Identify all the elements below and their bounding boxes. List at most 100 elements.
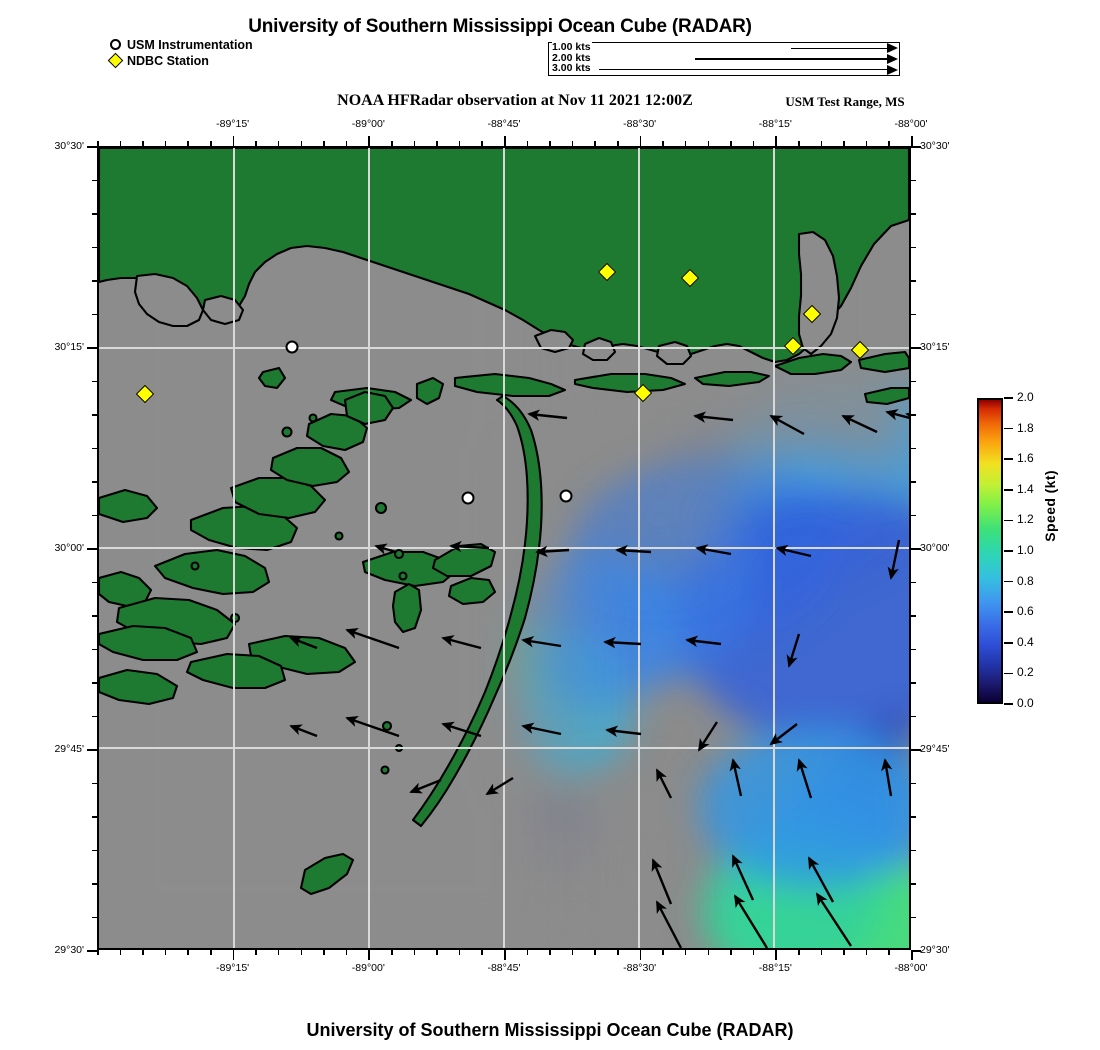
colorbar-tick (1004, 642, 1013, 644)
axis-tick-major (911, 146, 921, 148)
axis-tick-minor (210, 141, 212, 146)
left-axis-ticks (87, 146, 97, 952)
axis-tick-label: -89°15' (216, 962, 250, 974)
axis-tick-label: 30°15' (920, 341, 950, 353)
axis-tick-minor (594, 950, 597, 955)
dauphin-island (773, 352, 853, 376)
axis-tick-minor (92, 313, 97, 316)
axis-tick-minor (911, 380, 916, 383)
islet-1 (281, 426, 293, 438)
axis-tick-minor (323, 950, 325, 955)
axis-tick-label: 29°30' (920, 944, 950, 956)
axis-tick-minor (92, 246, 97, 249)
axis-tick-minor (97, 950, 99, 955)
axis-tick-minor (820, 950, 823, 955)
axis-tick-minor (662, 950, 664, 955)
axis-tick-minor (323, 141, 325, 146)
axis-tick-major (911, 347, 921, 349)
round-island (257, 366, 287, 390)
axis-tick-minor (662, 141, 664, 146)
axis-tick-label: 30°00' (54, 542, 84, 554)
top-axis-ticks (97, 136, 913, 146)
colorbar-tick-label: 0.2 (1017, 665, 1034, 680)
axis-tick-minor (911, 213, 916, 215)
colorbar-tick (1004, 489, 1013, 491)
colorbar-tick (1004, 580, 1013, 583)
axis-tick-major (775, 950, 778, 960)
axis-tick-minor (549, 950, 551, 955)
velocity-scale-line-3 (599, 68, 887, 71)
delta-lobe-7 (305, 412, 369, 452)
axis-tick-minor (255, 950, 257, 955)
axis-tick-minor (911, 447, 916, 450)
axis-tick-minor (820, 141, 823, 146)
axis-tick-minor (187, 950, 190, 955)
colorbar-tick-label: 2.0 (1017, 390, 1034, 404)
axis-tick-minor (164, 141, 167, 146)
axis-tick-label: -88°15' (758, 118, 792, 130)
graticule-layer (99, 148, 909, 948)
axis-tick-minor (92, 414, 97, 416)
colorbar-tick-label: 1.8 (1017, 420, 1034, 435)
axis-tick-minor (865, 950, 868, 955)
dauphin-island-e (857, 350, 909, 374)
axis-tick-minor (730, 141, 732, 146)
axis-tick-minor (119, 141, 122, 146)
ship-island-w (415, 376, 445, 406)
axis-tick-minor (277, 141, 280, 146)
axis-tick-minor (571, 950, 574, 955)
axis-tick-minor (843, 950, 845, 955)
axis-tick-minor (210, 950, 212, 955)
axis-tick-major (87, 548, 97, 550)
axis-tick-label: 29°45' (920, 743, 950, 755)
axis-tick-major (911, 749, 921, 751)
usm-instrumentation-marker[interactable] (559, 489, 573, 503)
islet-3 (374, 501, 388, 515)
delta-lobe-12 (99, 624, 199, 662)
velocity-scale-row-1: 1.00 kts (549, 42, 899, 54)
axis-tick-minor (345, 141, 348, 146)
axis-tick-minor (571, 141, 574, 146)
axis-tick-minor (843, 141, 845, 146)
colorbar-tick (1004, 672, 1013, 675)
axis-tick-minor (911, 648, 916, 651)
axis-tick-major (911, 950, 913, 960)
axis-tick-minor (92, 447, 97, 450)
circle-marker-icon (108, 38, 127, 53)
delta-lobe-6 (269, 446, 351, 488)
usm-instrumentation-marker[interactable] (285, 340, 299, 354)
usm-instrumentation-marker[interactable] (461, 491, 475, 505)
islet-9 (381, 720, 393, 732)
axis-tick-minor (300, 141, 303, 146)
axis-tick-minor (92, 816, 97, 818)
axis-tick-minor (911, 715, 916, 718)
colorbar-tick-label: 0.0 (1017, 696, 1034, 710)
axis-tick-minor (797, 950, 800, 955)
axis-tick-minor (911, 883, 916, 885)
axis-tick-label: 29°30' (54, 944, 84, 956)
radar-map[interactable] (97, 146, 911, 950)
velocity-scale-line-1 (791, 47, 887, 49)
map-canvas (99, 148, 909, 948)
breton-islet (391, 582, 423, 634)
velocity-scale-label-2: 2.00 kts (552, 51, 592, 64)
delta-lobe-13 (99, 668, 179, 706)
colorbar-tick-label: 1.2 (1017, 512, 1034, 527)
islet-7 (190, 561, 200, 571)
axis-tick-label: -89°15' (216, 118, 250, 130)
axis-tick-minor (436, 950, 438, 955)
colorbar-tick-label: 0.8 (1017, 573, 1034, 588)
speed-colorbar[interactable] (977, 398, 1003, 704)
axis-tick-label: -88°00' (894, 962, 928, 974)
lake-borgne (133, 272, 205, 328)
axis-tick-minor (97, 141, 99, 146)
axis-tick-minor (617, 141, 619, 146)
observation-subtitle: NOAA HFRadar observation at Nov 11 2021 … (337, 92, 693, 109)
axis-tick-major (232, 950, 235, 960)
axis-tick-minor (481, 950, 483, 955)
delta-lobe-14 (99, 488, 159, 524)
delta-lobe-3 (153, 548, 271, 596)
axis-tick-major (911, 548, 921, 550)
axis-tick-minor (92, 514, 97, 517)
axis-tick-minor (92, 615, 97, 617)
